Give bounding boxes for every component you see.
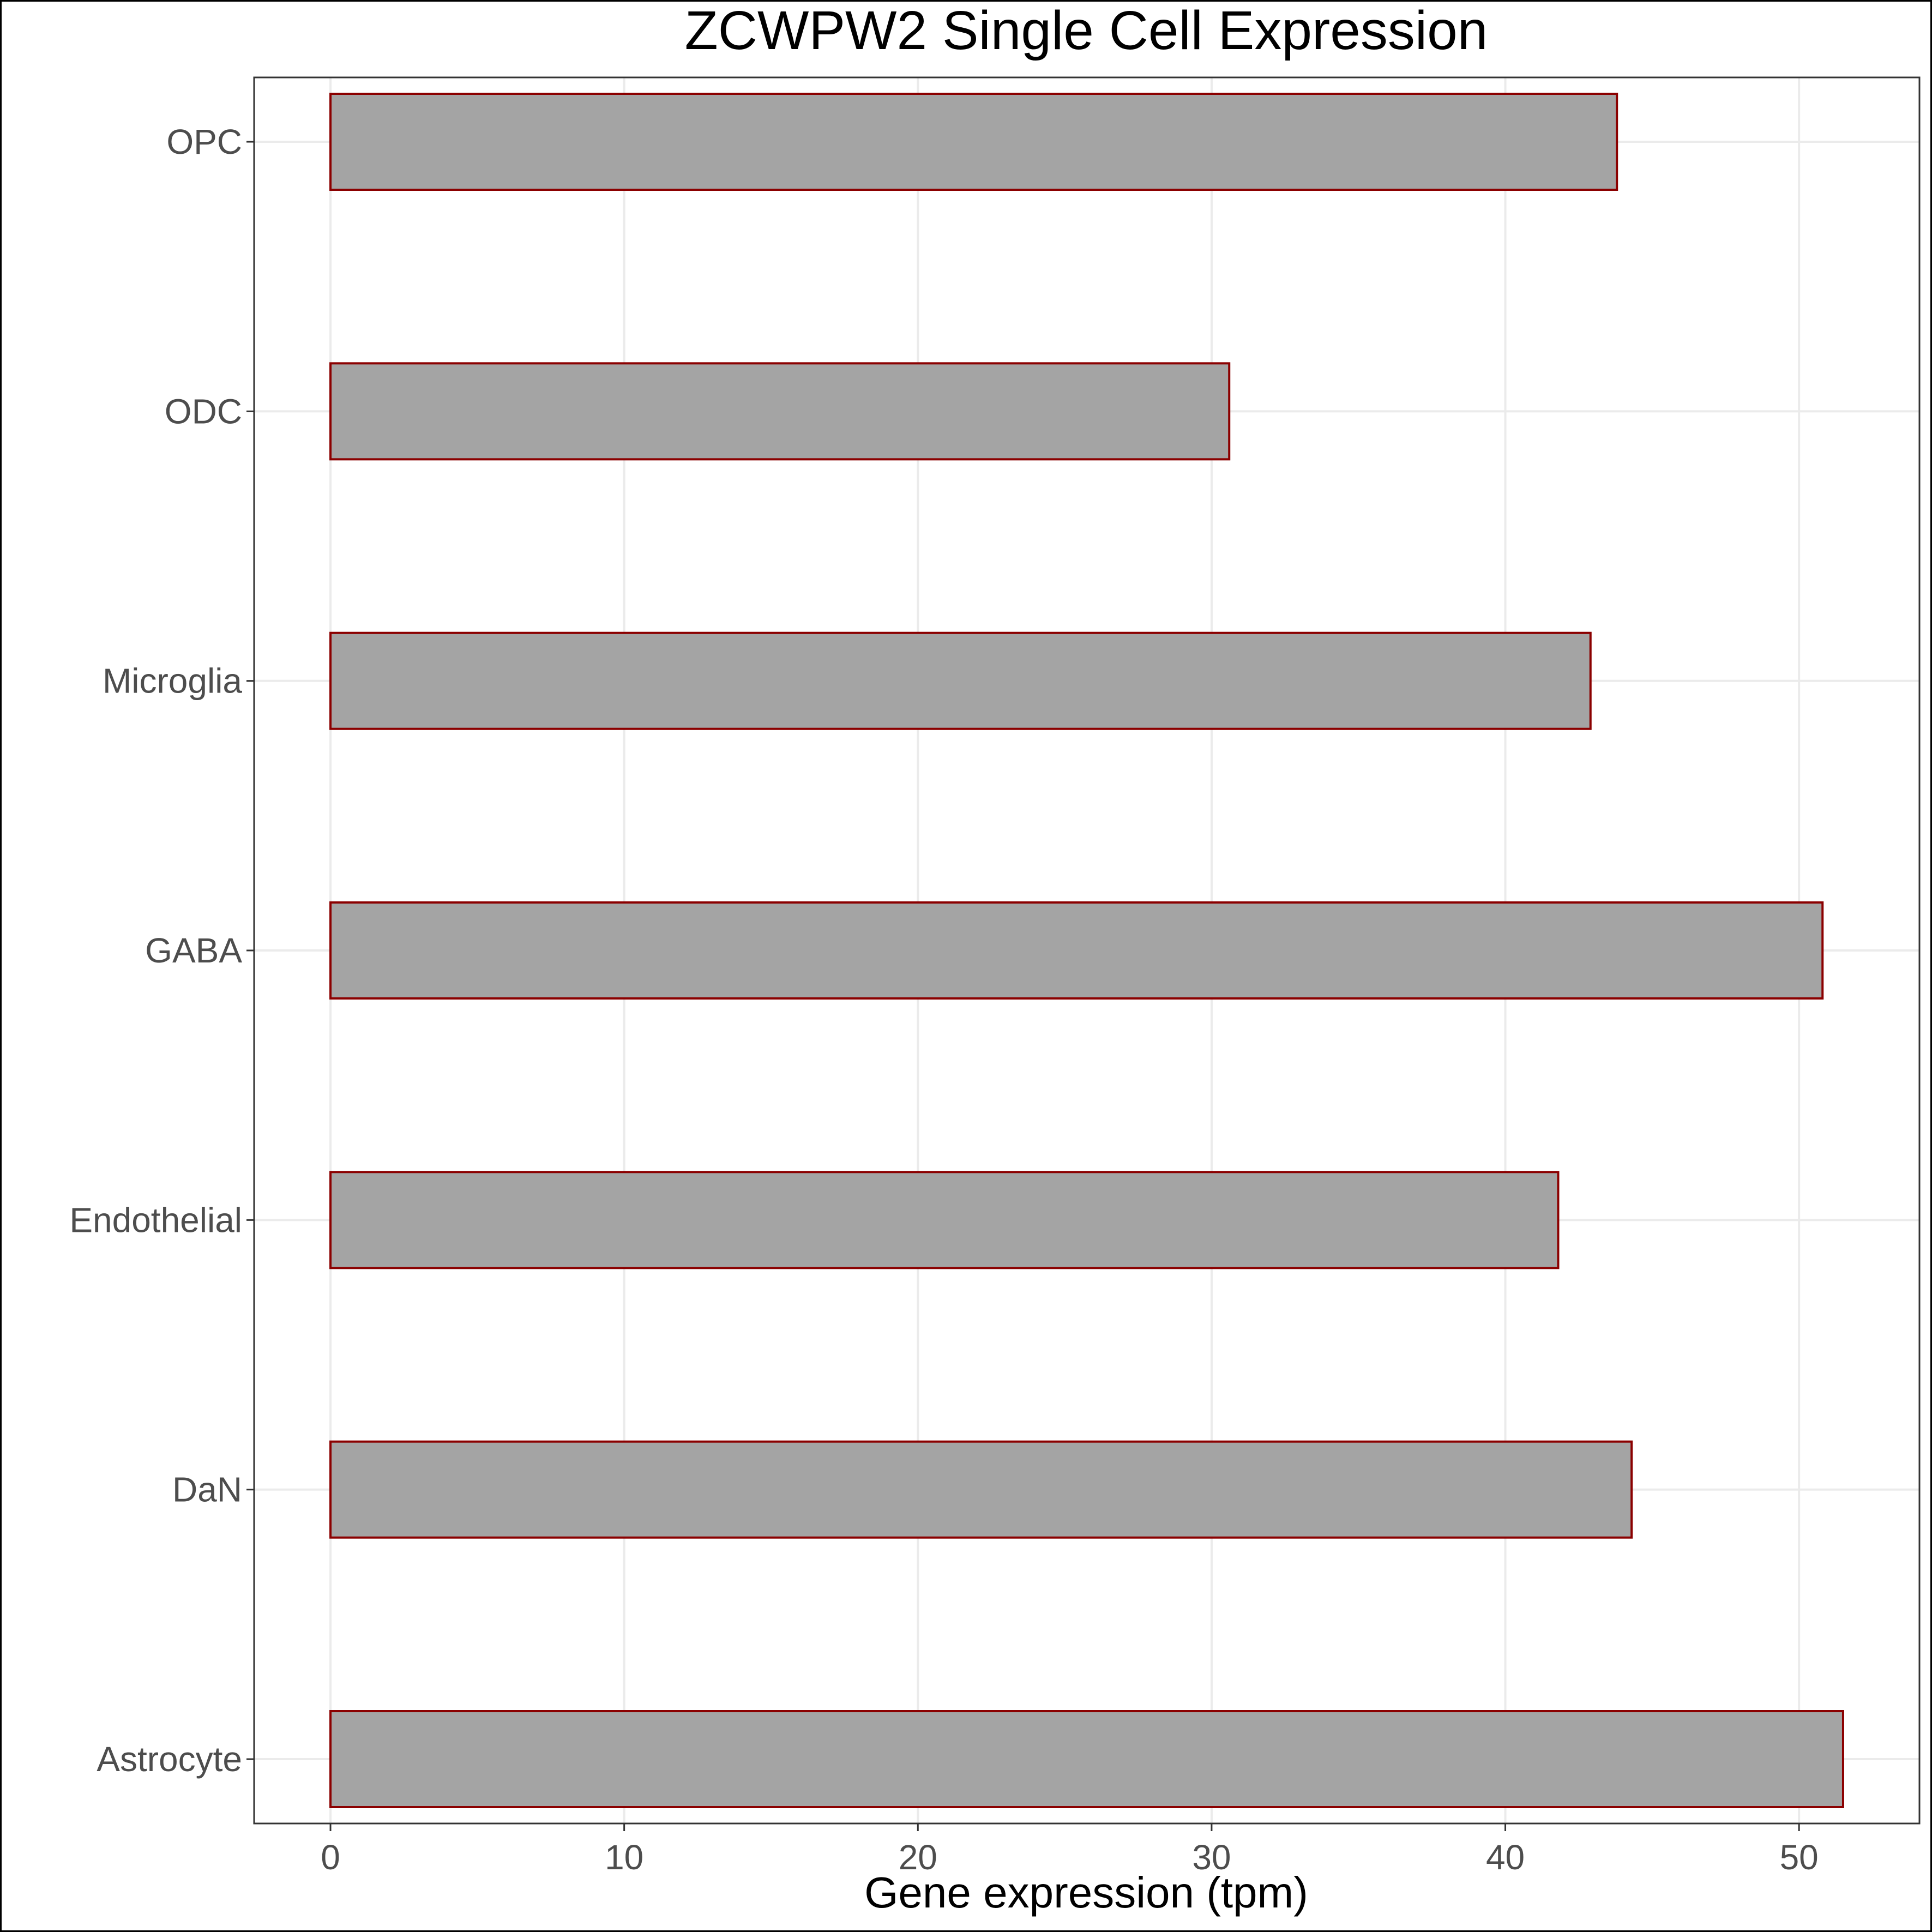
bar [329,93,1618,191]
x-tick-label: 50 [1780,1838,1819,1877]
x-tick-label: 40 [1486,1838,1525,1877]
y-tick-label: DaN [172,1470,242,1509]
x-tick-label: 10 [605,1838,643,1877]
y-tick-label: GABA [145,931,242,970]
bar [329,1440,1633,1539]
x-tick-label: 20 [899,1838,937,1877]
bar [329,1171,1560,1269]
y-tick-label: Endothelial [69,1200,242,1239]
bar [329,362,1231,461]
x-axis-title: Gene expression (tpm) [864,1868,1308,1917]
chart-title: ZCWPW2 Single Cell Expression [685,0,1488,61]
bar [329,631,1592,730]
y-tick-label: OPC [166,122,242,161]
x-tick-label: 30 [1192,1838,1231,1877]
y-tick-label: ODC [165,392,242,431]
axes: 0 10 20 30 40 50 Astrocyte DaN Endothelial GABA Mi… [69,122,1818,1877]
y-tick-label: Microglia [103,661,242,701]
bars [329,93,1844,1808]
y-tick-label: Astrocyte [97,1740,242,1779]
x-tick-label: 0 [321,1838,340,1877]
bar [329,1710,1844,1808]
bar [329,901,1824,1000]
